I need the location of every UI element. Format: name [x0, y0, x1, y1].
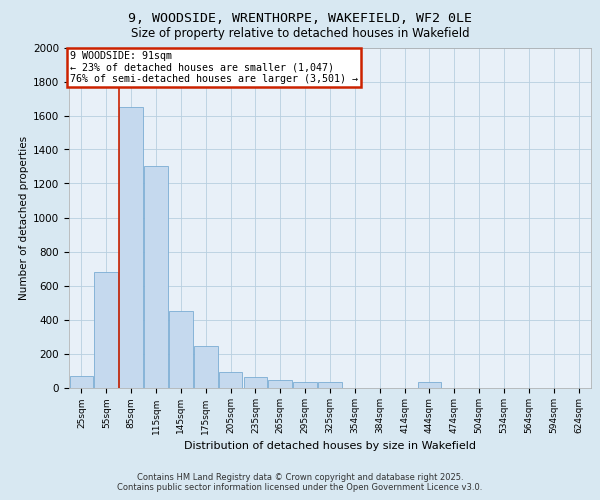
Text: 9, WOODSIDE, WRENTHORPE, WAKEFIELD, WF2 0LE: 9, WOODSIDE, WRENTHORPE, WAKEFIELD, WF2 … [128, 12, 472, 26]
Bar [194, 346, 218, 388]
Text: Contains HM Land Registry data © Crown copyright and database right 2025.
Contai: Contains HM Land Registry data © Crown c… [118, 473, 482, 492]
Y-axis label: Number of detached properties: Number of detached properties [19, 136, 29, 300]
Bar [119, 107, 143, 388]
Bar [244, 378, 267, 388]
Bar [144, 166, 168, 388]
Bar [418, 382, 441, 388]
Bar [268, 380, 292, 388]
Bar [219, 372, 242, 388]
Bar [169, 311, 193, 388]
X-axis label: Distribution of detached houses by size in Wakefield: Distribution of detached houses by size … [184, 440, 476, 450]
Bar [318, 382, 342, 388]
Text: 9 WOODSIDE: 91sqm
← 23% of detached houses are smaller (1,047)
76% of semi-detac: 9 WOODSIDE: 91sqm ← 23% of detached hous… [70, 51, 358, 84]
Bar [94, 272, 118, 388]
Bar [293, 382, 317, 388]
Bar [70, 376, 93, 388]
Text: Size of property relative to detached houses in Wakefield: Size of property relative to detached ho… [131, 28, 469, 40]
